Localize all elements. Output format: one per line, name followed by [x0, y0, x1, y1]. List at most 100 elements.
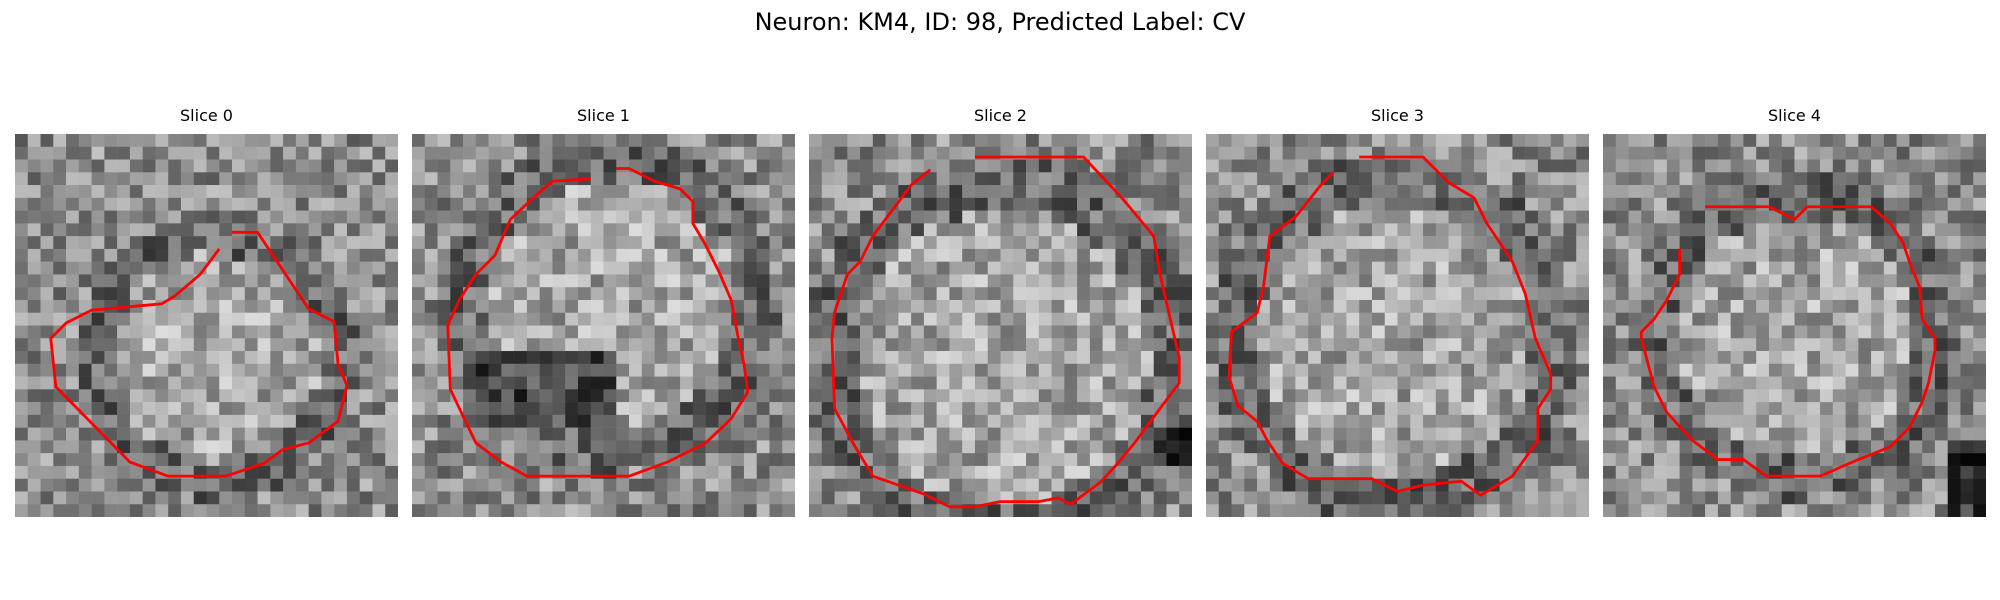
image-pixel: [1537, 504, 1551, 517]
image-pixel: [1038, 210, 1052, 224]
image-pixel: [385, 427, 398, 441]
image-pixel: [731, 504, 745, 517]
image-pixel: [385, 197, 398, 211]
image-pixel: [346, 197, 360, 211]
image-pixel: [949, 440, 963, 454]
image-pixel: [654, 491, 668, 505]
image-pixel: [104, 465, 118, 479]
image-pixel: [1832, 312, 1846, 326]
image-pixel: [1768, 453, 1782, 467]
image-pixel: [654, 402, 668, 416]
image-pixel: [692, 478, 706, 492]
image-pixel: [539, 453, 553, 467]
image-pixel: [346, 453, 360, 467]
image-pixel: [437, 223, 451, 237]
image-pixel: [1308, 312, 1322, 326]
image-pixel: [1410, 236, 1424, 250]
image-pixel: [1858, 363, 1872, 377]
image-pixel: [1743, 261, 1757, 275]
image-pixel: [1026, 325, 1040, 339]
image-pixel: [1269, 185, 1283, 199]
image-pixel: [117, 376, 131, 390]
image-pixel: [629, 223, 643, 237]
image-pixel: [1077, 325, 1091, 339]
image-pixel: [1730, 197, 1744, 211]
image-pixel: [692, 287, 706, 301]
image-pixel: [641, 134, 655, 148]
image-pixel: [437, 261, 451, 275]
image-pixel: [180, 146, 194, 160]
image-pixel: [1641, 325, 1655, 339]
image-pixel: [654, 274, 668, 288]
image-pixel: [1871, 134, 1885, 148]
image-pixel: [898, 287, 912, 301]
image-pixel: [91, 402, 105, 416]
image-pixel: [1499, 197, 1513, 211]
image-pixel: [1615, 389, 1629, 403]
image-pixel: [1820, 402, 1834, 416]
image-pixel: [1628, 338, 1642, 352]
image-pixel: [155, 287, 169, 301]
image-pixel: [501, 351, 515, 365]
image-pixel: [1308, 197, 1322, 211]
image-pixel: [731, 478, 745, 492]
image-pixel: [104, 427, 118, 441]
image-pixel: [257, 299, 271, 313]
image-pixel: [743, 248, 757, 262]
image-pixel: [1064, 261, 1078, 275]
image-pixel: [346, 414, 360, 428]
image-pixel: [66, 197, 80, 211]
image-pixel: [603, 197, 617, 211]
image-pixel: [385, 478, 398, 492]
image-pixel: [692, 134, 706, 148]
image-pixel: [1537, 491, 1551, 505]
image-pixel: [1026, 287, 1040, 301]
image-pixel: [552, 376, 566, 390]
image-pixel: [756, 504, 770, 517]
image-pixel: [885, 351, 899, 365]
image-pixel: [1410, 351, 1424, 365]
image-pixel: [437, 172, 451, 186]
image-pixel: [872, 197, 886, 211]
image-pixel: [629, 261, 643, 275]
image-pixel: [1384, 414, 1398, 428]
image-pixel: [718, 197, 732, 211]
image-pixel: [270, 172, 284, 186]
image-pixel: [1206, 465, 1220, 479]
image-pixel: [15, 453, 29, 467]
image-pixel: [616, 491, 630, 505]
image-pixel: [769, 210, 783, 224]
image-pixel: [1499, 172, 1513, 186]
image-pixel: [1461, 223, 1475, 237]
image-pixel: [1960, 504, 1974, 517]
image-pixel: [898, 338, 912, 352]
image-pixel: [463, 210, 477, 224]
image-pixel: [1654, 159, 1668, 173]
image-pixel: [180, 299, 194, 313]
image-pixel: [219, 351, 233, 365]
image-pixel: [1140, 325, 1154, 339]
image-pixel: [1525, 465, 1539, 479]
image-pixel: [718, 236, 732, 250]
image-pixel: [1499, 376, 1513, 390]
image-pixel: [66, 146, 80, 160]
image-pixel: [603, 287, 617, 301]
image-pixel: [654, 261, 668, 275]
image-pixel: [488, 287, 502, 301]
image-pixel: [1140, 172, 1154, 186]
image-pixel: [180, 236, 194, 250]
image-pixel: [270, 287, 284, 301]
image-pixel: [1308, 414, 1322, 428]
image-pixel: [577, 440, 591, 454]
slice-title: Slice 3: [1371, 106, 1424, 125]
image-pixel: [641, 236, 655, 250]
image-pixel: [834, 440, 848, 454]
image-pixel: [552, 223, 566, 237]
image-pixel: [769, 427, 783, 441]
image-pixel: [1282, 440, 1296, 454]
image-pixel: [1423, 453, 1437, 467]
image-pixel: [78, 491, 92, 505]
image-pixel: [1871, 465, 1885, 479]
image-pixel: [911, 351, 925, 365]
image-pixel: [1679, 440, 1693, 454]
